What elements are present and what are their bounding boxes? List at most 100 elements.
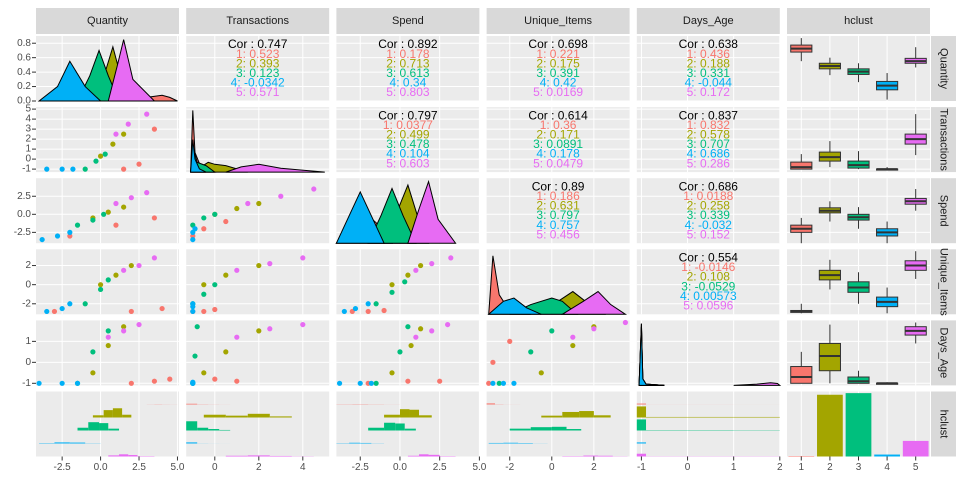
strip-right <box>931 36 956 101</box>
histogram-bar <box>247 413 270 418</box>
strip-top <box>486 8 630 34</box>
cluster-correlation: 4: -0.044 <box>685 76 733 90</box>
panel-background <box>486 320 630 386</box>
y-tick-label: 0.0 <box>17 209 31 220</box>
histogram-bar <box>54 442 70 444</box>
strip-top-label: Transactions <box>226 15 289 27</box>
point <box>121 328 127 334</box>
point <box>90 370 96 376</box>
cluster-correlation: 5: 0.152 <box>687 227 731 241</box>
overall-correlation: Cor : 0.638 <box>679 37 739 51</box>
cluster-correlation: 5: 0.286 <box>687 156 731 170</box>
strip-top-label: Days_Age <box>683 15 734 27</box>
overall-correlation: Cor : 0.614 <box>528 108 588 122</box>
point <box>74 222 81 228</box>
point <box>445 321 451 328</box>
density-area <box>560 290 628 315</box>
point <box>39 236 45 243</box>
x-tick-label: -2 <box>505 462 514 473</box>
point <box>201 370 207 376</box>
x-tick-label: 0 <box>685 462 691 473</box>
point <box>110 141 116 147</box>
histogram-bar <box>687 416 734 418</box>
histogram-bar <box>566 429 582 431</box>
point <box>82 301 88 307</box>
strip-top <box>186 8 330 34</box>
point <box>448 255 454 261</box>
histogram-bar <box>186 403 198 405</box>
histogram-bar <box>488 442 504 444</box>
x-tick-label: 0 <box>212 462 218 473</box>
cluster-correlation: 5: 0.172 <box>687 85 731 99</box>
point <box>97 153 104 159</box>
point <box>397 349 403 355</box>
point <box>151 126 157 132</box>
histogram-bar <box>203 414 226 418</box>
point <box>267 326 273 332</box>
point <box>90 349 96 355</box>
y-tick-label: -2 <box>22 298 31 309</box>
point <box>223 272 229 278</box>
point <box>90 217 96 223</box>
cluster-correlation: 4: -0.0342 <box>231 76 285 90</box>
point <box>70 166 76 172</box>
strip-top-label: Spend <box>392 15 424 27</box>
cluster-correlation: 2: 0.499 <box>386 127 430 141</box>
y-tick-label: 1 <box>25 144 31 155</box>
box <box>790 366 813 384</box>
point <box>151 215 157 221</box>
point <box>373 380 379 386</box>
cluster-correlation: 3: 0.391 <box>536 66 580 80</box>
cluster-correlation: 1: 0.832 <box>687 118 731 132</box>
x-tick-label: 2.5 <box>132 462 146 473</box>
point <box>201 282 207 288</box>
histogram-bar <box>349 442 361 444</box>
point <box>194 324 200 330</box>
cluster-correlation: 2: 0.713 <box>386 56 430 70</box>
panel-background <box>636 36 780 101</box>
histogram-bar <box>122 414 132 418</box>
histogram-bar <box>541 415 563 418</box>
bar <box>817 394 843 457</box>
cluster-correlation: 2: 0.171 <box>536 127 580 141</box>
cluster-correlation: 1: 0.0377 <box>383 118 433 132</box>
histogram-bar <box>409 409 420 418</box>
point <box>190 236 196 243</box>
point <box>151 378 157 384</box>
strip-top <box>36 8 179 34</box>
point <box>300 255 306 261</box>
strip-right-label: hclust <box>938 410 950 439</box>
x-tick-label: -2.5 <box>352 462 370 473</box>
panel-background <box>486 36 630 101</box>
histogram-bar <box>119 454 129 457</box>
point <box>212 282 218 288</box>
point <box>538 370 544 376</box>
point <box>105 277 111 283</box>
y-tick-label: 0 <box>25 154 31 165</box>
y-tick-label: -2.5 <box>14 227 32 238</box>
cluster-correlation: 5: 0.603 <box>386 156 430 170</box>
point <box>256 328 262 334</box>
x-tick-label: 4 <box>884 462 890 473</box>
point <box>97 286 104 293</box>
panel-background <box>186 178 330 244</box>
point <box>405 378 411 384</box>
histogram-bar <box>103 410 113 418</box>
point <box>570 342 576 349</box>
box <box>847 376 870 384</box>
point <box>212 306 218 313</box>
strip-right <box>931 178 956 244</box>
x-tick-label: 5.0 <box>171 462 185 473</box>
x-tick-label: 2.5 <box>433 462 447 473</box>
point <box>201 226 207 232</box>
point <box>352 305 359 312</box>
overall-correlation: Cor : 0.698 <box>528 37 588 51</box>
histogram-bar <box>88 422 100 431</box>
point <box>591 326 597 332</box>
point <box>490 359 496 365</box>
point <box>144 190 150 196</box>
histogram-bar <box>407 455 420 457</box>
point <box>105 328 111 334</box>
cluster-correlation: 2: 0.108 <box>687 270 731 284</box>
